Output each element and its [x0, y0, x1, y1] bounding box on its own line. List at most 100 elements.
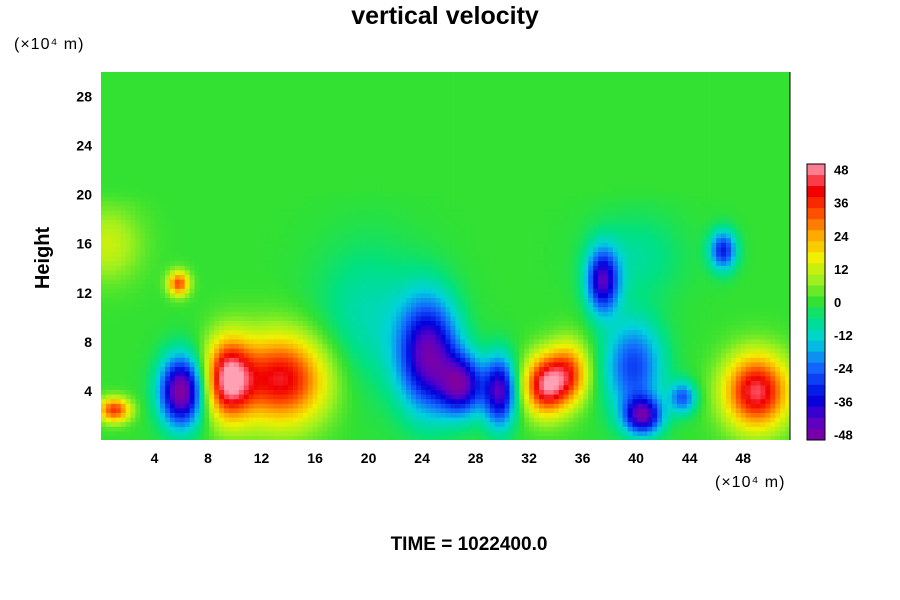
heatmap-cell [327, 311, 333, 317]
heatmap-cell [302, 407, 309, 413]
heatmap-cell [361, 343, 368, 349]
heatmap-cell [578, 315, 584, 321]
heatmap-cell [273, 435, 279, 440]
heatmap-cell [745, 329, 752, 335]
heatmap-cell [568, 279, 575, 285]
heatmap-cell [563, 306, 570, 312]
heatmap-cell [721, 352, 727, 358]
heatmap-cell [765, 426, 771, 432]
heatmap-cell [666, 329, 673, 335]
heatmap-cell [440, 361, 447, 367]
heatmap-cell [435, 361, 442, 367]
heatmap-cell [351, 361, 358, 367]
heatmap-cell [686, 421, 693, 427]
heatmap-cell [105, 357, 112, 363]
heatmap-cell [228, 412, 235, 418]
heatmap-cell [780, 426, 786, 432]
heatmap-cell [775, 371, 781, 377]
heatmap-cell [612, 306, 619, 312]
heatmap-cell [278, 417, 284, 423]
heatmap-cell [312, 297, 319, 303]
heatmap-cell [593, 412, 599, 418]
heatmap-cell [455, 338, 461, 344]
heatmap-cell [573, 384, 579, 390]
heatmap-cell [327, 403, 333, 409]
heatmap-cell [155, 348, 161, 354]
heatmap-cell [740, 283, 747, 289]
heatmap-cell [135, 375, 141, 381]
heatmap-cell [302, 279, 309, 285]
heatmap-cell [288, 361, 294, 367]
heatmap-cell [420, 338, 427, 344]
heatmap-cell [539, 352, 545, 358]
heatmap-cell [745, 380, 752, 386]
heatmap-cell [396, 325, 402, 331]
heatmap-cell [179, 389, 186, 395]
heatmap-cell [342, 302, 348, 308]
heatmap-cell [716, 361, 722, 367]
heatmap-cell [199, 357, 205, 363]
heatmap-cell [302, 430, 309, 436]
heatmap-cell [288, 343, 294, 349]
heatmap-cell [391, 435, 397, 440]
heatmap-cell [297, 283, 304, 289]
heatmap-cell [268, 398, 274, 404]
heatmap-cell [711, 297, 717, 303]
heatmap-cell [179, 375, 186, 381]
heatmap-cell [278, 283, 284, 289]
heatmap-cell [681, 366, 688, 372]
heatmap-cell [115, 338, 122, 344]
heatmap-cell [711, 361, 717, 367]
heatmap-cell [145, 325, 151, 331]
heatmap-cell [607, 371, 614, 377]
heatmap-cell [184, 412, 191, 418]
heatmap-cell [701, 361, 707, 367]
heatmap-cell [425, 394, 432, 400]
heatmap-cell [283, 421, 289, 427]
heatmap-cell [440, 306, 447, 312]
heatmap-cell [233, 403, 240, 409]
heatmap-cell [484, 371, 491, 377]
heatmap-cell [440, 302, 447, 308]
heatmap-cell [450, 380, 456, 386]
heatmap-cell [617, 306, 624, 312]
heatmap-cell [539, 334, 545, 340]
heatmap-cell [657, 426, 663, 432]
heatmap-cell [406, 348, 412, 354]
heatmap-cell [199, 306, 205, 312]
heatmap-cell [174, 315, 181, 321]
heatmap-cell [366, 371, 373, 377]
heatmap-cell [347, 297, 353, 303]
heatmap-cell [445, 430, 452, 436]
heatmap-cell [524, 338, 530, 344]
heatmap-cell [745, 311, 752, 317]
heatmap-cell [450, 311, 456, 317]
heatmap-cell [770, 338, 776, 344]
heatmap-cell [770, 352, 776, 358]
heatmap-cell [494, 283, 501, 289]
heatmap-cell [691, 371, 698, 377]
heatmap-cell [529, 380, 535, 386]
heatmap-cell [543, 361, 550, 367]
heatmap-cell [194, 302, 201, 308]
heatmap-cell [671, 430, 678, 436]
heatmap-cell [347, 348, 353, 354]
heatmap-cell [238, 394, 245, 400]
heatmap-cell [652, 375, 658, 381]
heatmap-cell [711, 357, 717, 363]
heatmap-cell [440, 283, 447, 289]
heatmap-cell [676, 306, 683, 312]
heatmap-cell [735, 380, 742, 386]
heatmap-cell [775, 366, 781, 372]
heatmap-cell [184, 311, 191, 317]
heatmap-cell [224, 338, 230, 344]
heatmap-cell [706, 430, 712, 436]
heatmap-cell [696, 306, 703, 312]
heatmap-cell [573, 394, 579, 400]
heatmap-cell [514, 412, 520, 418]
heatmap-cell [602, 315, 609, 321]
heatmap-cell [583, 394, 589, 400]
heatmap-cell [612, 398, 619, 404]
heatmap-cell [460, 407, 466, 413]
heatmap-cell [504, 375, 511, 381]
